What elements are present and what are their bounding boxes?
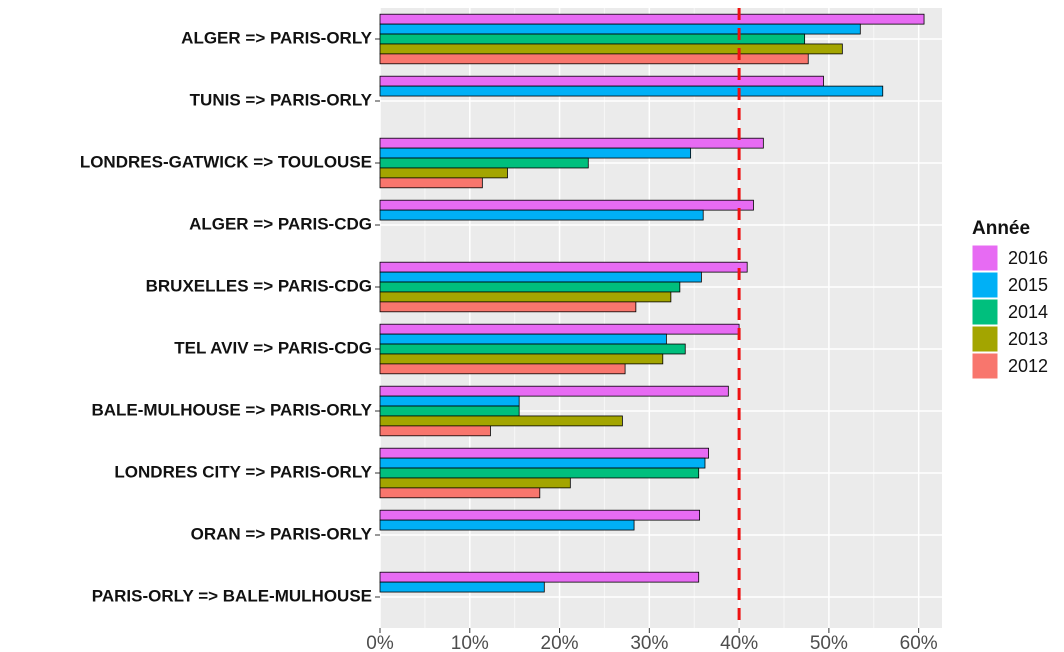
bar — [379, 519, 635, 531]
bar — [379, 457, 706, 469]
y-tick-label: LONDRES CITY => PARIS-ORLY — [114, 462, 372, 481]
y-tick-label: LONDRES-GATWICK => TOULOUSE — [80, 152, 372, 171]
y-tick-label: BALE-MULHOUSE => PARIS-ORLY — [91, 400, 372, 419]
bar — [379, 301, 637, 313]
x-tick-label: 50% — [810, 633, 848, 652]
bar — [379, 53, 809, 65]
legend-key — [971, 244, 999, 272]
x-tick-label: 30% — [630, 633, 668, 652]
x-tick-label: 40% — [720, 633, 758, 652]
bar — [379, 509, 701, 521]
bar — [379, 581, 545, 593]
legend-key — [971, 325, 999, 353]
bar — [379, 167, 508, 179]
bar — [379, 261, 748, 273]
bar — [379, 291, 672, 303]
bar — [379, 177, 483, 189]
legend-key — [971, 352, 999, 380]
bar — [379, 333, 667, 345]
bar — [379, 447, 709, 459]
bar — [379, 571, 700, 583]
bar — [379, 353, 664, 365]
y-tick-label: PARIS-ORLY => BALE-MULHOUSE — [92, 586, 372, 605]
bar — [379, 487, 541, 499]
bar — [379, 405, 520, 417]
bar — [379, 23, 861, 35]
bar — [379, 343, 686, 355]
y-tick-label: TEL AVIV => PARIS-CDG — [174, 338, 372, 357]
bar — [379, 33, 806, 45]
bar — [379, 395, 520, 407]
bar — [379, 425, 491, 437]
x-tick-label: 20% — [541, 633, 579, 652]
y-tick-label: ALGER => PARIS-ORLY — [181, 28, 372, 47]
bar — [379, 137, 764, 149]
bar — [379, 363, 626, 375]
bar — [379, 199, 754, 211]
legend-label: 2015 — [1008, 275, 1048, 295]
bar — [379, 157, 589, 169]
legend-label: 2012 — [1008, 356, 1048, 376]
bar — [379, 415, 623, 427]
bar — [379, 385, 729, 397]
bar — [379, 323, 740, 335]
bar — [379, 13, 925, 25]
bar — [379, 271, 702, 283]
bar — [379, 467, 700, 479]
bar — [379, 147, 692, 159]
y-tick-label: ALGER => PARIS-CDG — [189, 214, 372, 233]
x-tick-label: 60% — [900, 633, 938, 652]
x-tick-label: 0% — [366, 633, 394, 652]
legend-label: 2014 — [1008, 302, 1048, 322]
y-tick-label: BRUXELLES => PARIS-CDG — [146, 276, 372, 295]
legend-title: Année — [972, 218, 1030, 239]
y-tick-label: TUNIS => PARIS-ORLY — [190, 90, 373, 109]
bar — [379, 85, 884, 97]
bar — [379, 43, 843, 55]
legend-key — [971, 271, 999, 299]
bar — [379, 209, 704, 221]
legend-label: 2013 — [1008, 329, 1048, 349]
bar — [379, 281, 681, 293]
legend-key — [971, 298, 999, 326]
bar — [379, 75, 824, 87]
bar — [379, 477, 571, 489]
y-tick-label: ORAN => PARIS-ORLY — [191, 524, 373, 543]
x-tick-label: 10% — [451, 633, 489, 652]
legend-label: 2016 — [1008, 248, 1048, 268]
